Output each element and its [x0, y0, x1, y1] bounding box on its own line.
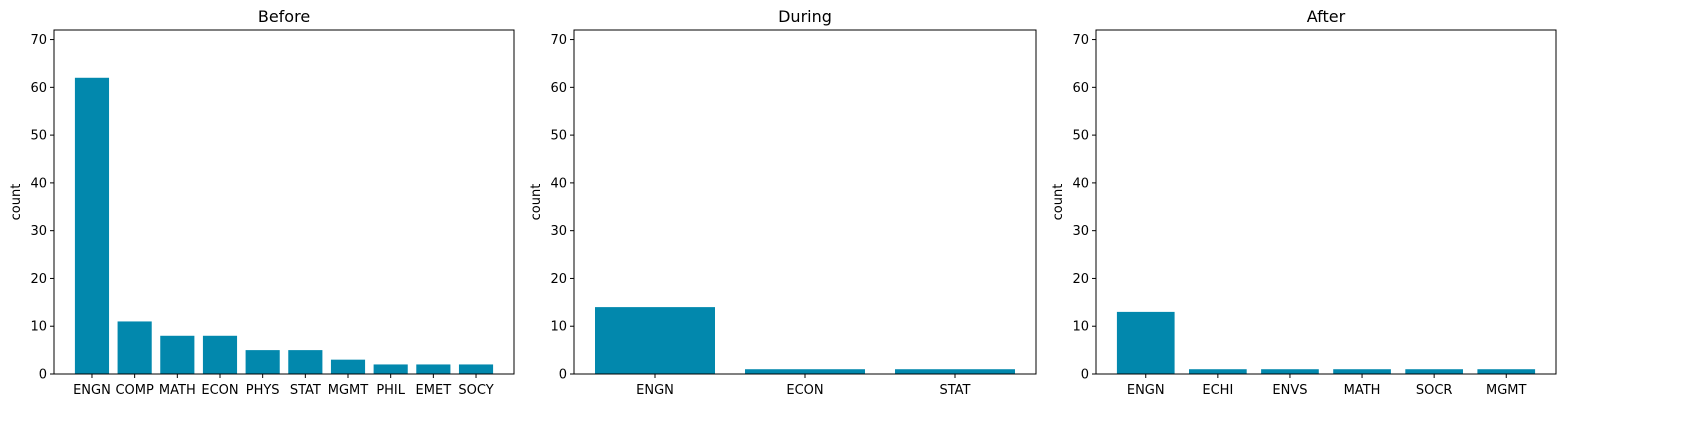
x-tick-label: PHYS	[246, 383, 280, 398]
x-tick-label: MATH	[159, 383, 196, 398]
bar-before-engn	[74, 77, 110, 375]
chart-panel-before: 0 10 20 30 40 50 60 70 ENGN COMP MATH ECON PHYS STAT M…	[9, 7, 515, 398]
bar-before-phil	[373, 364, 408, 374]
x-tick-label: MATH	[1344, 383, 1381, 398]
y-tick-label: 10	[30, 320, 47, 335]
bar-after-engn	[1116, 311, 1175, 374]
bar-before-phys	[245, 350, 280, 374]
bar-before-socy	[458, 364, 494, 374]
y-tick-label: 70	[550, 33, 567, 48]
x-tick-label: ENGN	[636, 383, 674, 398]
x-tick-label: COMP	[115, 383, 154, 398]
bar-after-math	[1333, 369, 1391, 374]
x-tick-label: ENVS	[1272, 383, 1307, 398]
chart-title: During	[778, 7, 832, 26]
bar-before-emet	[416, 364, 451, 374]
x-tick-label: SOCY	[458, 383, 493, 398]
y-tick-label: 60	[550, 81, 567, 96]
y-tick-label: 40	[30, 176, 47, 191]
y-axis-label: count	[9, 184, 24, 221]
chart-title: After	[1307, 7, 1346, 26]
x-tick-label: STAT	[939, 383, 970, 398]
bar-before-comp	[117, 321, 152, 374]
bar-during-stat	[895, 369, 1015, 374]
y-tick-label: 50	[30, 129, 47, 144]
y-tick-label: 0	[559, 368, 567, 383]
chart-panel-during: 0 10 20 30 40 50 60 70 ENGN ECON STAT During count	[529, 7, 1037, 398]
y-tick-label: 60	[1072, 81, 1089, 96]
x-tick-label: STAT	[290, 383, 321, 398]
chart-panel-after: 0 10 20 30 40 50 60 70 ENGN ECHI ENVS MATH SOCR MGMT A…	[1051, 7, 1557, 398]
bar-after-socr	[1405, 369, 1463, 374]
x-tick-label: MGMT	[1486, 383, 1527, 398]
x-tick-label: ECHI	[1202, 383, 1233, 398]
y-tick-label: 10	[550, 320, 567, 335]
plot-frame	[1095, 29, 1557, 375]
bar-during-engn	[595, 307, 715, 374]
chart-title: Before	[258, 7, 310, 26]
y-tick-label: 50	[1072, 129, 1089, 144]
bar-before-econ	[202, 335, 238, 374]
bar-before-mgmt	[330, 359, 366, 374]
x-tick-label: ENGN	[1127, 383, 1165, 398]
x-tick-label: SOCR	[1416, 383, 1453, 398]
y-tick-label: 70	[30, 33, 47, 48]
bar-after-mgmt	[1477, 369, 1536, 374]
y-tick-label: 30	[550, 224, 567, 239]
y-tick-label: 40	[550, 176, 567, 191]
x-tick-label: MGMT	[328, 383, 369, 398]
bar-during-econ	[745, 369, 865, 374]
y-tick-label: 10	[1072, 320, 1089, 335]
y-axis-label: count	[529, 184, 544, 221]
y-tick-label: 40	[1072, 176, 1089, 191]
y-tick-label: 20	[550, 272, 567, 287]
y-tick-label: 0	[1081, 368, 1089, 383]
y-tick-label: 0	[39, 368, 47, 383]
x-tick-label: ECON	[201, 383, 238, 398]
x-tick-label: EMET	[416, 383, 452, 398]
y-tick-label: 70	[1072, 33, 1089, 48]
x-tick-label: ENGN	[73, 383, 111, 398]
bar-after-envs	[1261, 369, 1319, 374]
y-tick-label: 50	[550, 129, 567, 144]
y-axis-label: count	[1051, 184, 1066, 221]
y-tick-label: 60	[30, 81, 47, 96]
bar-before-math	[160, 335, 195, 374]
y-tick-label: 30	[30, 224, 47, 239]
plot-frame	[53, 29, 515, 375]
y-tick-label: 20	[1072, 272, 1089, 287]
y-tick-label: 30	[1072, 224, 1089, 239]
bar-before-stat	[288, 350, 323, 374]
bar-after-echi	[1189, 369, 1247, 374]
y-tick-label: 20	[30, 272, 47, 287]
x-tick-label: ECON	[786, 383, 823, 398]
x-tick-label: PHIL	[376, 383, 405, 398]
